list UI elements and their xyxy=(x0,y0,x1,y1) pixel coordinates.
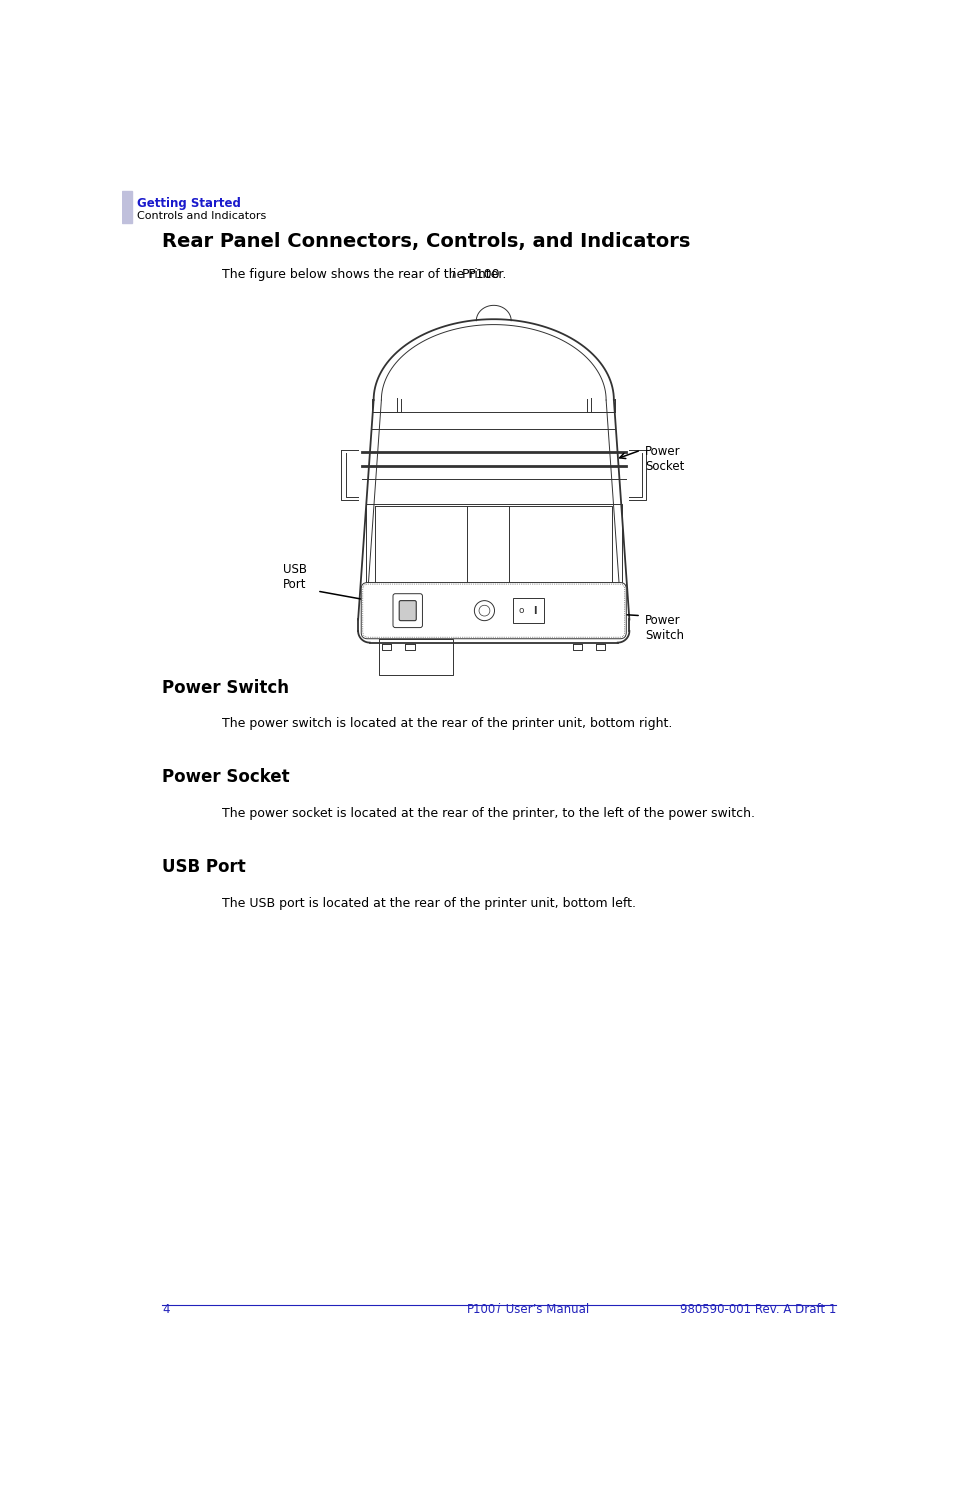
Text: i: i xyxy=(451,268,455,280)
Text: Getting Started: Getting Started xyxy=(137,197,242,209)
Bar xyxy=(513,599,544,623)
Text: The power socket is located at the rear of the printer, to the left of the power: The power socket is located at the rear … xyxy=(222,807,756,820)
Text: Power Socket: Power Socket xyxy=(162,768,289,786)
FancyBboxPatch shape xyxy=(361,582,626,638)
Text: The USB port is located at the rear of the printer unit, bottom left.: The USB port is located at the rear of t… xyxy=(222,897,636,909)
Text: USB Port: USB Port xyxy=(162,858,245,876)
Text: User’s Manual: User’s Manual xyxy=(502,1303,589,1317)
Text: Controls and Indicators: Controls and Indicators xyxy=(137,211,267,221)
Text: Power
Socket: Power Socket xyxy=(645,444,685,473)
Text: Power Switch: Power Switch xyxy=(162,679,289,697)
Text: P100: P100 xyxy=(467,1303,496,1317)
FancyBboxPatch shape xyxy=(399,600,416,620)
Text: The power switch is located at the rear of the printer unit, bottom right.: The power switch is located at the rear … xyxy=(222,718,673,730)
Text: The figure below shows the rear of the P100: The figure below shows the rear of the P… xyxy=(222,268,500,280)
Bar xyxy=(122,191,131,223)
Text: 980590-001 Rev. A Draft 1: 980590-001 Rev. A Draft 1 xyxy=(680,1303,837,1317)
Text: 4: 4 xyxy=(162,1303,169,1317)
Text: Power
Switch: Power Switch xyxy=(645,614,684,643)
FancyBboxPatch shape xyxy=(393,593,423,628)
Text: Rear Panel Connectors, Controls, and Indicators: Rear Panel Connectors, Controls, and Ind… xyxy=(162,232,691,251)
Text: i: i xyxy=(497,1303,500,1317)
Text: I: I xyxy=(533,605,537,616)
Text: USB
Port: USB Port xyxy=(283,563,307,591)
Text: o: o xyxy=(518,607,524,616)
Text: Printer.: Printer. xyxy=(458,268,506,280)
